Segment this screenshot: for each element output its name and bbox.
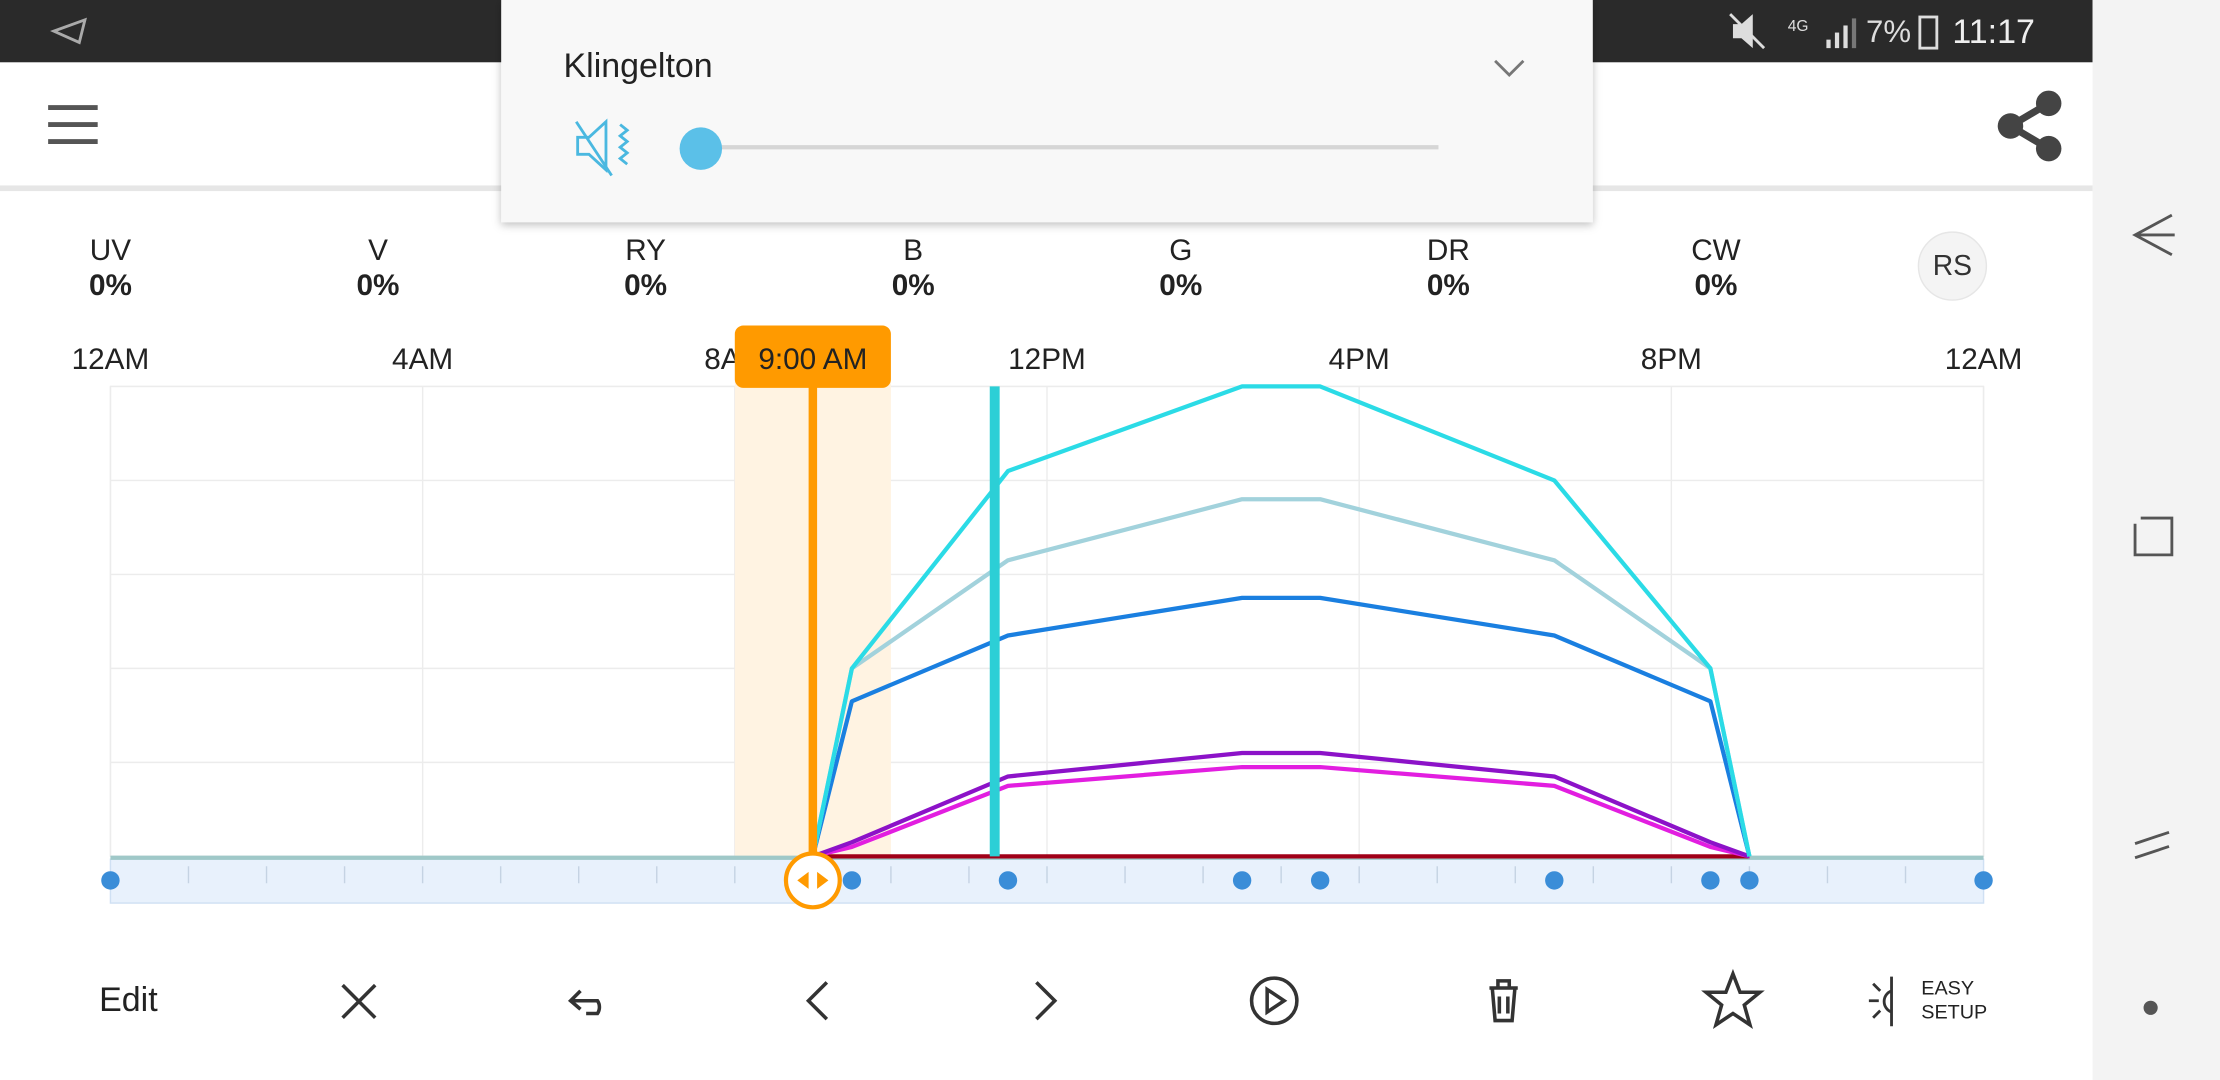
channel-value: 0% <box>1694 269 1737 302</box>
channel-value: 0% <box>624 269 667 302</box>
easy-label: EASY <box>1921 978 1974 1000</box>
delete-button[interactable] <box>1489 979 1518 1023</box>
keyframe-dot[interactable] <box>1232 871 1252 890</box>
x-tick-label: 12AM <box>72 343 150 376</box>
channel-readouts: UV0%V0%RY0%B0%G0%DR0%CW0% <box>89 234 1741 302</box>
expand-button[interactable] <box>1494 59 1525 78</box>
nav-icon <box>50 17 87 45</box>
channel-value: 0% <box>892 269 935 302</box>
signal-icon <box>1826 18 1857 49</box>
reset-label: RS <box>1933 249 1972 281</box>
series-line <box>810 384 1752 857</box>
recents-button[interactable] <box>2133 516 2174 557</box>
undo-button[interactable] <box>567 989 602 1016</box>
cursor-label: 9:00 AM <box>758 343 867 376</box>
home-button[interactable] <box>2143 1000 2158 1015</box>
keyframe-dot[interactable] <box>998 871 1018 890</box>
series-line <box>812 750 1751 859</box>
channel-name: B <box>903 234 923 267</box>
keyframe-dot[interactable] <box>1701 871 1720 890</box>
favorite-button[interactable] <box>1701 968 1765 1029</box>
edit-button[interactable]: Edit <box>99 981 158 1019</box>
network-type: 4G <box>1788 18 1809 35</box>
battery-percent: 7% <box>1866 14 1911 49</box>
volume-popup: Klingelton <box>501 0 1593 223</box>
channel-name: UV <box>90 234 131 267</box>
mute-icon <box>1729 13 1766 50</box>
keyframe-dot[interactable] <box>101 871 120 890</box>
channel-value: 0% <box>357 269 400 302</box>
cursor-handle[interactable] <box>783 851 842 910</box>
x-tick-label: 4PM <box>1329 343 1390 376</box>
channel-name: G <box>1169 234 1192 267</box>
menu-button[interactable] <box>48 105 98 145</box>
keyframe-dot[interactable] <box>1545 871 1564 890</box>
prev-button[interactable] <box>805 981 829 1021</box>
keyframe-dot[interactable] <box>842 871 862 890</box>
channel-value: 0% <box>1427 269 1470 302</box>
battery-icon <box>1918 15 1939 50</box>
switch-button[interactable] <box>2134 830 2170 860</box>
close-button[interactable] <box>341 983 377 1019</box>
clock: 11:17 <box>1952 13 2034 51</box>
channel-value: 0% <box>89 269 132 302</box>
x-tick-label: 4AM <box>392 343 453 376</box>
nav-bar <box>2092 0 2220 1080</box>
keyframe-dot[interactable] <box>1310 871 1330 890</box>
channel-name: V <box>368 234 388 267</box>
series-line <box>812 764 1750 859</box>
play-button[interactable] <box>1249 976 1299 1026</box>
channel-value: 0% <box>1159 269 1202 302</box>
channel-name: CW <box>1691 234 1741 267</box>
series-line <box>810 595 1752 857</box>
volume-thumb[interactable] <box>679 127 723 170</box>
x-tick-label: 12PM <box>1008 343 1086 376</box>
x-tick-label: 8PM <box>1641 343 1702 376</box>
popup-panel <box>501 0 1593 223</box>
reset-button[interactable] <box>1917 231 1988 301</box>
cursor-handle-arrows <box>797 871 829 889</box>
vibrate-icon[interactable] <box>575 118 630 177</box>
next-button[interactable] <box>1035 981 1058 1021</box>
cursor-label-box <box>734 325 891 388</box>
keyframe-dot[interactable] <box>1974 871 1993 890</box>
channel-name: DR <box>1427 234 1470 267</box>
share-button[interactable] <box>1997 90 2062 162</box>
popup-title: Klingelton <box>563 47 712 85</box>
back-button[interactable] <box>2132 213 2175 257</box>
x-tick-label: 12AM <box>1945 343 2023 376</box>
keyframe-dot[interactable] <box>1740 871 1759 890</box>
easy-setup-button[interactable]: EASY SETUP <box>1868 976 1987 1027</box>
channel-name: RY <box>625 234 666 267</box>
series-line <box>810 497 1752 857</box>
setup-label: SETUP <box>1921 1002 1987 1024</box>
